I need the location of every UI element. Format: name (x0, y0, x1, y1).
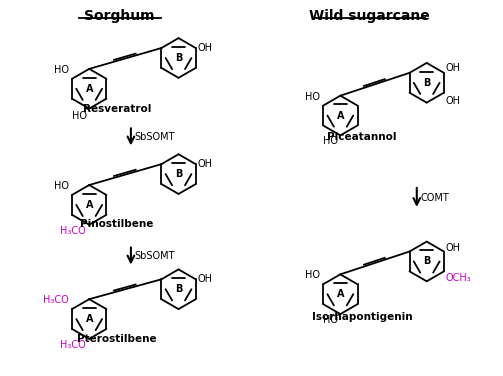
Text: B: B (175, 284, 182, 294)
Text: HO: HO (323, 315, 339, 325)
Text: COMT: COMT (421, 193, 450, 203)
Text: H₃CO: H₃CO (60, 340, 86, 350)
Text: Wild sugarcane: Wild sugarcane (309, 9, 430, 23)
Text: Resveratrol: Resveratrol (83, 104, 151, 114)
Text: B: B (175, 53, 182, 63)
Text: OH: OH (198, 159, 213, 169)
Text: OH: OH (198, 274, 213, 284)
Text: HO: HO (305, 92, 320, 102)
Text: HO: HO (54, 181, 69, 191)
Text: Sorghum: Sorghum (83, 9, 154, 23)
Text: A: A (337, 111, 344, 121)
Text: B: B (423, 78, 431, 88)
Text: OH: OH (198, 43, 213, 53)
Text: HO: HO (323, 136, 339, 146)
Text: A: A (86, 200, 93, 210)
Text: OCH₃: OCH₃ (446, 273, 472, 284)
Text: HO: HO (305, 270, 320, 280)
Text: OH: OH (446, 63, 461, 73)
Text: H₃CO: H₃CO (60, 226, 86, 236)
Text: HO: HO (54, 65, 69, 75)
Text: Pterostilbene: Pterostilbene (77, 334, 157, 344)
Text: HO: HO (72, 111, 87, 121)
Text: SbSOMT: SbSOMT (135, 132, 176, 143)
Text: B: B (175, 169, 182, 179)
Text: OH: OH (446, 243, 461, 253)
Text: Pinostilbene: Pinostilbene (80, 219, 154, 229)
Text: Isorhapontigenin: Isorhapontigenin (312, 312, 412, 322)
Text: A: A (86, 84, 93, 94)
Text: SbSOMT: SbSOMT (135, 252, 176, 261)
Text: Piceatannol: Piceatannol (327, 132, 397, 143)
Text: B: B (423, 256, 431, 267)
Text: H₃CO: H₃CO (43, 295, 69, 305)
Text: A: A (86, 314, 93, 324)
Text: OH: OH (446, 96, 461, 106)
Text: A: A (337, 289, 344, 299)
